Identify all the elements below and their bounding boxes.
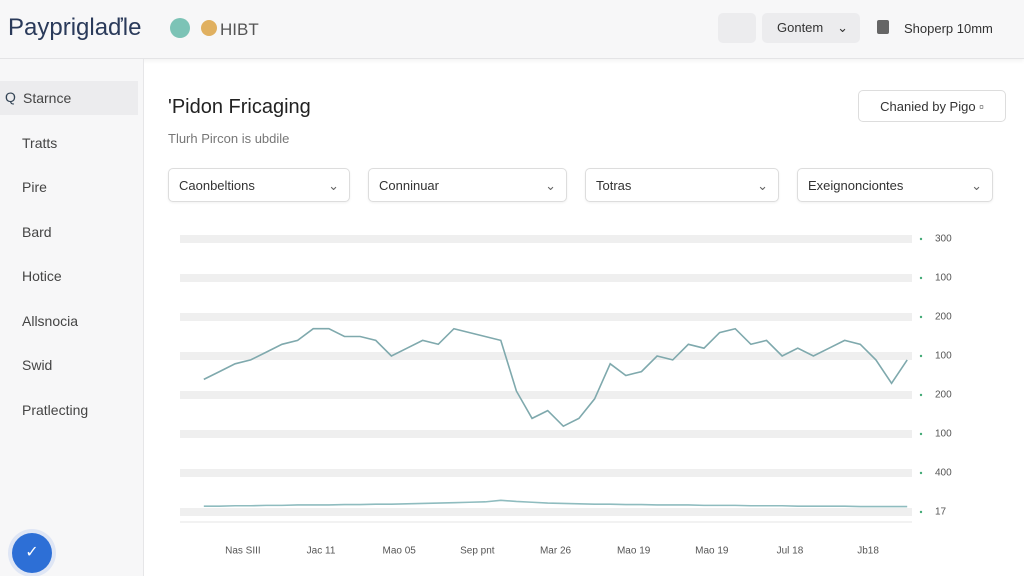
x-tick-label: Sep pnt [460,546,495,557]
tick-dot [919,510,923,514]
action-button[interactable]: Chanied by Pigo ▫ [858,90,1006,122]
y-tick-label: 100 [935,429,952,440]
chevron: ⌄ [328,178,339,193]
x-tick-label: Nas SIII [225,546,261,557]
y-tick-label: 200 [935,390,952,401]
status-badge[interactable]: ✓ [12,533,52,573]
header: Paypriglaďle HIBT Gontem ⌄ Shoperp 10mm [0,0,1024,59]
sidebar: Q Starnce Tratts Pire Bard Hotice Allsnocia Sw… [0,59,144,576]
coin-icon [201,20,217,36]
tick-dot [919,393,923,397]
filter-label: Conninuar [379,178,439,193]
tick-dot [919,432,923,436]
logo-icon [170,18,190,38]
menu-button[interactable]: Gontem ⌄ [762,13,860,43]
search-icon: Q [5,89,16,105]
filter-dropdown[interactable]: Conninuar ⌄ [368,168,567,202]
tick-dot [919,471,923,475]
action-label: Chanied by Pigo [880,99,976,114]
line-series [203,327,908,428]
chevron: ⌄ [545,178,556,193]
y-tick-label: 17 [935,507,947,518]
filter-dropdown[interactable]: Exeignonciontes ⌄ [797,168,993,202]
sidebar-item[interactable]: Pratlecting [22,401,89,418]
filter-label: Caonbeltions [179,178,255,193]
x-tick-label: Mao 19 [617,546,651,557]
page-subtitle: Tlurh Pircon is ubdile [168,131,290,146]
chevron: ⌄ [971,178,982,193]
sidebar-item[interactable]: Tratts [22,134,58,151]
badge: HIBT [220,20,259,39]
chevron: ⌄ [757,178,768,193]
line-series [203,499,908,508]
filter-dropdown[interactable]: Totras ⌄ [585,168,779,202]
tick-dot [919,354,923,358]
filter-dropdown[interactable]: Caonbeltions ⌄ [168,168,350,202]
y-tick-label: 300 [935,234,952,245]
tick-dot [919,315,923,319]
account[interactable]: Shoperp 10mm [904,21,993,36]
page-title: 'Pidon Fricaging [168,96,311,118]
x-tick-label: Jul 18 [777,546,804,557]
x-tick-label: Mao 05 [383,546,417,557]
menu-label: Gontem [777,20,824,35]
y-tick-label: 100 [935,273,952,284]
sidebar-item[interactable]: Hotice [22,268,62,284]
sidebar-item[interactable]: Starnce [23,90,72,106]
brand: Paypriglaďle [8,14,142,41]
x-tick-label: Jb18 [857,546,879,557]
tick-dot [919,276,923,280]
x-tick-label: Jac 11 [307,546,336,557]
y-tick-label: 100 [935,351,952,362]
y-tick-label: 200 [935,312,952,323]
sidebar-item[interactable]: Bard [22,223,52,240]
sidebar-item[interactable]: Swid [22,357,53,373]
notify-button[interactable] [718,13,756,43]
x-tick-label: Mao 19 [695,546,729,557]
filter-label: Exeignonciontes [808,178,904,193]
x-tick-label: Mar 26 [540,546,572,557]
sidebar-item[interactable]: Pire [22,179,47,195]
filter-label: Totras [596,178,632,193]
y-tick-label: 400 [935,468,952,479]
account-icon [877,20,889,34]
sidebar-item[interactable]: Allsnocia [22,312,79,329]
tick-dot [919,237,923,241]
active-item [0,81,138,115]
